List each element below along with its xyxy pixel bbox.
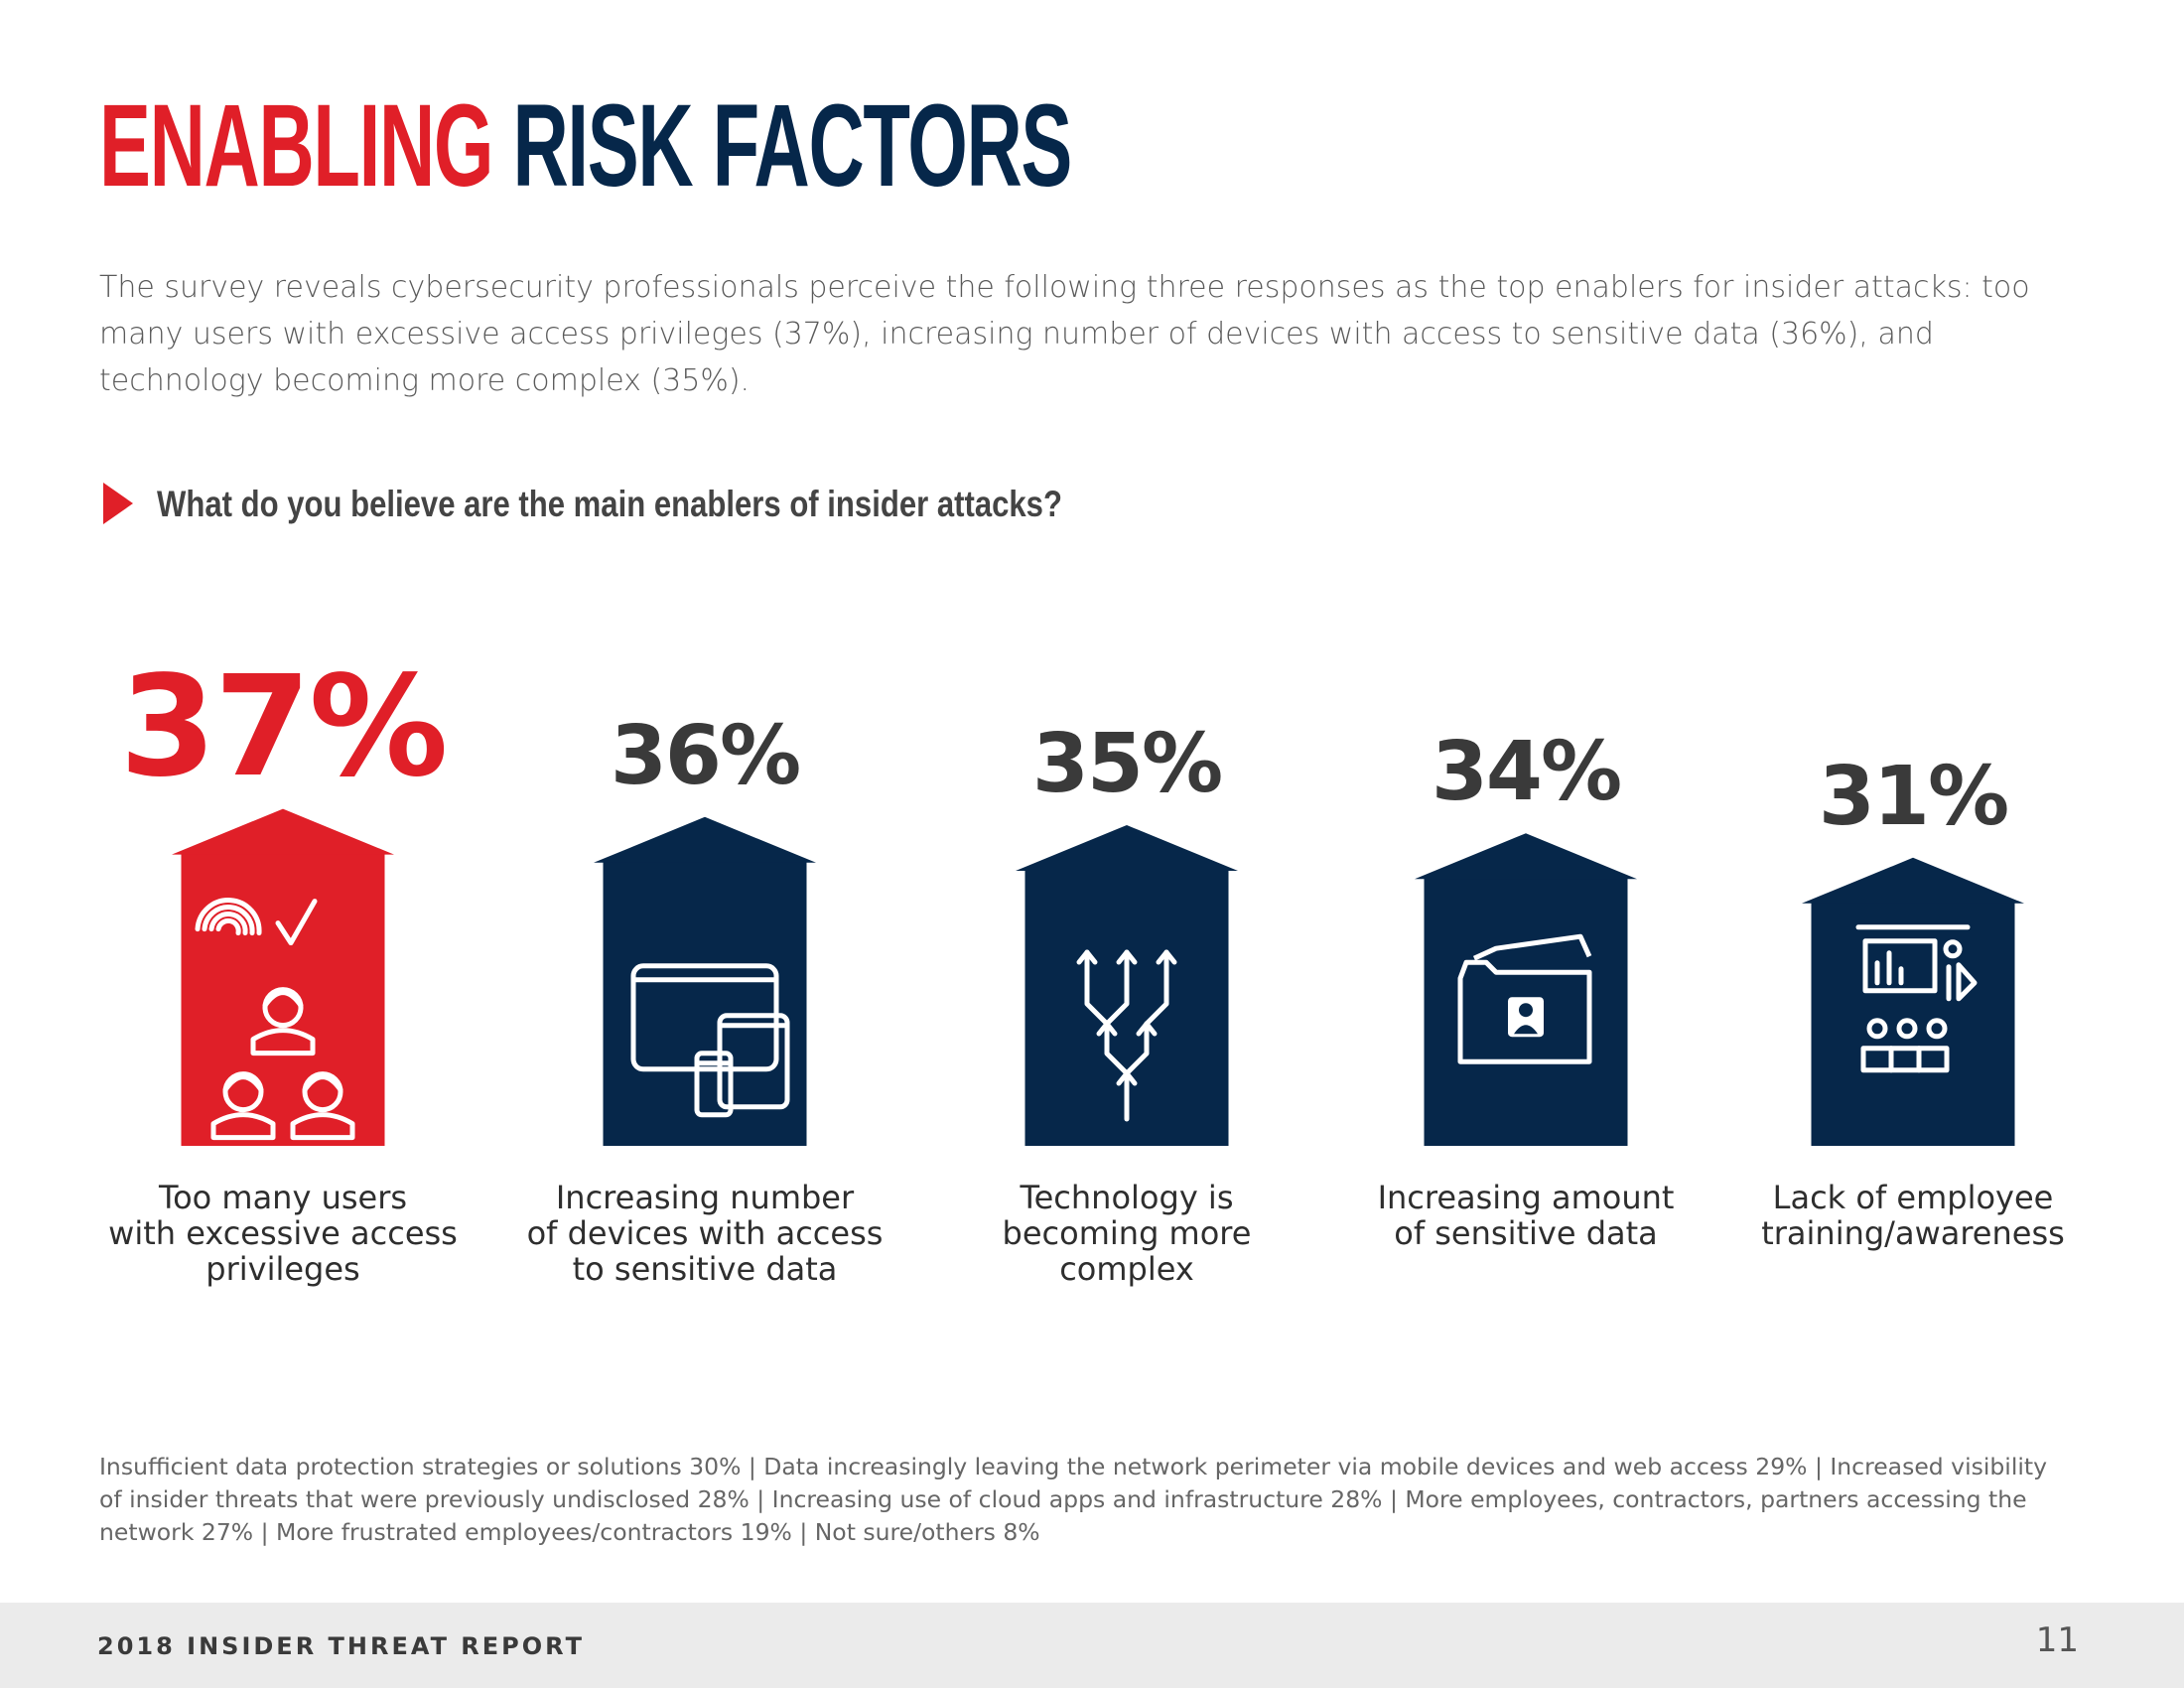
category-label: Increasing amount of sensitive data xyxy=(1337,1180,1714,1251)
bar-body xyxy=(603,861,807,1146)
bar-arrow xyxy=(172,808,394,1146)
title-part1: ENABLING xyxy=(99,80,493,211)
value-label: 36% xyxy=(610,708,801,803)
other-responses: Insufficient data protection strategies … xyxy=(99,1453,2047,1546)
category-label: Too many users with excessive access privi… xyxy=(94,1180,472,1287)
category-label-line: with excessive access xyxy=(108,1214,458,1252)
devices-icon xyxy=(630,963,790,1118)
secure-folder-icon xyxy=(1457,933,1592,1064)
play-marker-icon xyxy=(103,483,133,524)
category-label-line: Increasing number xyxy=(555,1179,855,1216)
category-label-line: of devices with access xyxy=(526,1214,884,1252)
category-label-line: privileges xyxy=(205,1250,360,1288)
category-label: Technology is becoming more complex xyxy=(938,1180,1315,1287)
category-label: Lack of employee training/awareness xyxy=(1724,1180,2102,1251)
page-number: 11 xyxy=(2035,1620,2079,1660)
bar-arrow-head xyxy=(1802,857,2024,904)
category-label-line: Lack of employee xyxy=(1772,1179,2054,1216)
value-label: 34% xyxy=(1431,725,1622,820)
page-title: ENABLING RISK FACTORS xyxy=(99,80,1072,211)
value-label: 31% xyxy=(1818,749,2009,844)
category-label-line: training/awareness xyxy=(1761,1214,2065,1252)
training-presentation-icon xyxy=(1855,924,1978,1073)
intro-paragraph: The survey reveals cybersecurity profess… xyxy=(99,270,2030,398)
category-label-line: Increasing amount xyxy=(1377,1179,1675,1216)
chart-question: What do you believe are the main enabler… xyxy=(157,484,1062,524)
category-label-line: Too many users xyxy=(158,1179,408,1216)
footer-bar: 2018 INSIDER THREAT REPORT 11 xyxy=(0,1603,2184,1688)
bar-arrow-head xyxy=(594,816,816,863)
bar-arrow-head xyxy=(1415,833,1637,880)
value-label: 37% xyxy=(119,645,448,808)
category-label-line: Technology is xyxy=(1020,1179,1234,1216)
bar-body xyxy=(181,853,385,1146)
bar-arrow-head xyxy=(1016,825,1238,871)
category-label-line: of sensitive data xyxy=(1394,1214,1658,1252)
value-label: 35% xyxy=(1031,717,1223,811)
category-label-line: to sensitive data xyxy=(572,1250,838,1288)
bar-arrow-head xyxy=(172,808,394,855)
category-label-line: becoming more xyxy=(1002,1214,1252,1252)
category-label: Increasing number of devices with access t… xyxy=(516,1180,893,1287)
title-part2: RISK FACTORS xyxy=(512,80,1072,211)
bar-arrow xyxy=(594,816,816,1146)
bar-arrow xyxy=(1802,857,2024,1146)
footer-report-title: 2018 INSIDER THREAT REPORT xyxy=(97,1632,585,1660)
bar-chart xyxy=(172,808,2024,1146)
category-label-line: complex xyxy=(1059,1250,1194,1288)
branching-arrows-icon xyxy=(1076,949,1177,1122)
bar-arrow xyxy=(1016,825,1238,1146)
fingerprint-users-icon xyxy=(195,898,355,1141)
bar-arrow xyxy=(1415,833,1637,1146)
